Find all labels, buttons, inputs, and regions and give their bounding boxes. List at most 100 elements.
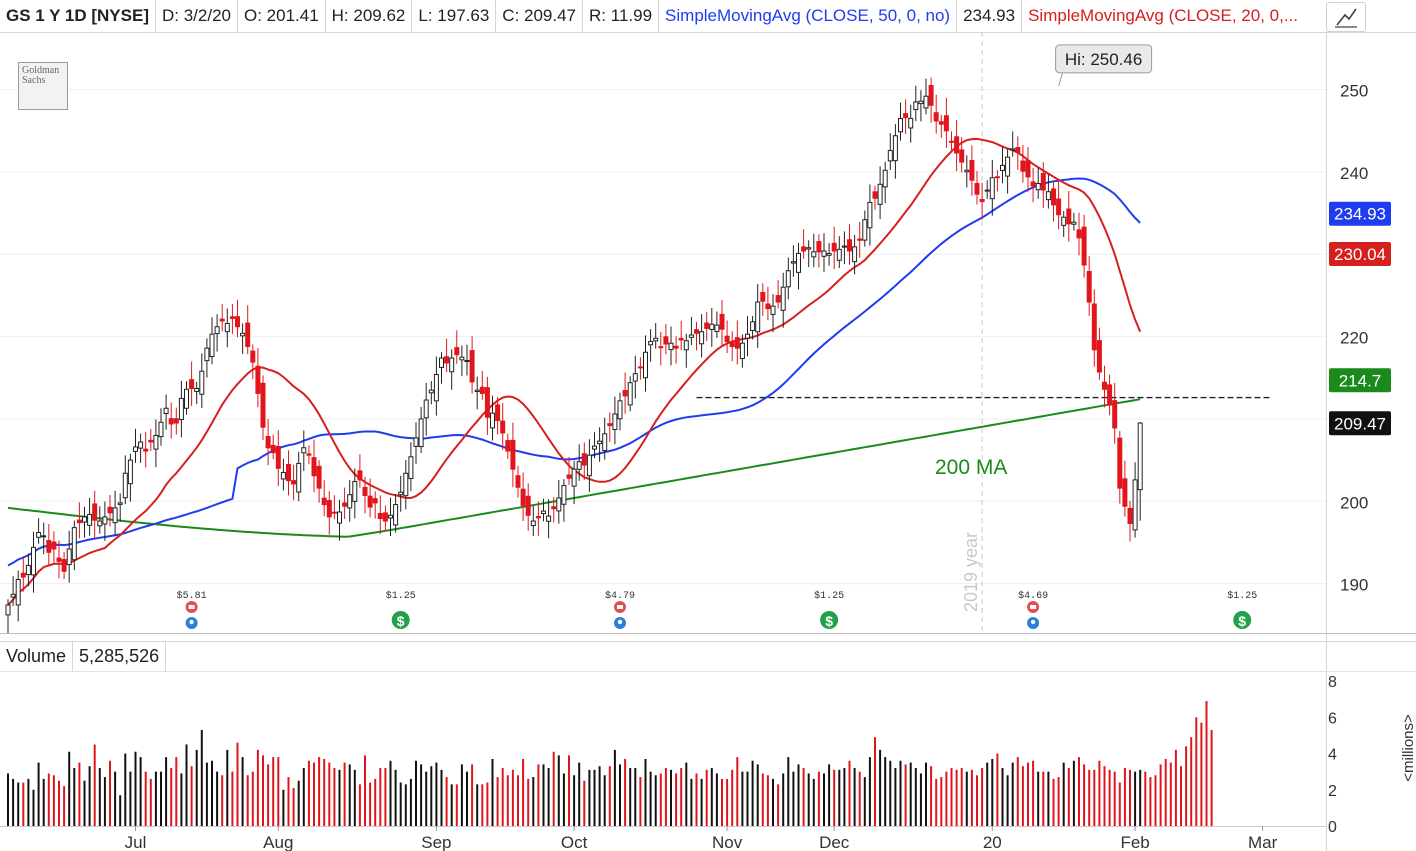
volume-tick-label: 4 [1328,747,1337,764]
candle-body [1112,400,1118,429]
candle-body [464,359,470,362]
candle-body [1076,229,1082,239]
candle [433,356,439,416]
candle-body [989,177,995,200]
candle-body [918,100,924,105]
candle [469,336,475,394]
symbol-label[interactable]: GS 1 Y 1D [NYSE] [0,0,156,32]
candle [1030,167,1036,203]
candle-body [760,291,766,302]
candle-body [163,407,169,414]
candle [219,304,225,332]
candle [729,331,735,362]
candle-body [994,176,1000,179]
candle [56,540,62,579]
candle [505,433,511,459]
candle-body [25,564,31,576]
candle-body [785,270,791,288]
candle [541,498,546,522]
candle [352,468,358,519]
candle-body [841,245,847,248]
candle [265,418,271,466]
candle-body [653,337,659,342]
candle-body [622,390,628,397]
candle [479,370,485,400]
candle-body [790,261,796,264]
candle [831,226,837,270]
month-label: 20 [983,833,1002,851]
candle [393,494,399,533]
candle [882,161,888,204]
candle-body [510,439,516,470]
candle [1127,500,1133,542]
candle-body [224,322,230,333]
candle [525,483,531,531]
candle [979,182,985,220]
candle [515,465,521,498]
candle [867,184,873,246]
candle-body [546,515,552,522]
candle-body [847,239,852,252]
candle-body [1020,160,1026,172]
candle-body [780,286,786,311]
sma50-study-label[interactable]: SimpleMovingAvg (CLOSE, 50, 0, no) [659,0,958,32]
candle-body [617,400,623,420]
candle [357,454,363,488]
candle-body [178,397,184,420]
candle-body [852,246,858,263]
candle [112,490,118,536]
candle-body [321,497,327,506]
candle-body [194,387,200,392]
candle-body [898,117,903,133]
candle [796,242,801,290]
candle [168,402,174,439]
candle-body [301,447,307,454]
candle-body [260,382,266,428]
candle [984,180,990,199]
candle [658,331,664,366]
candle-body [459,356,465,361]
candle [1015,136,1021,171]
dividend-icon-glyph: $ [1238,613,1246,629]
candle [31,531,36,593]
sma50-line [7,177,1141,567]
candle [153,419,159,468]
candle-body [245,322,251,347]
volume-header: Volume 5,285,526 [0,641,167,671]
event-value-label: $1.25 [1227,590,1257,602]
candle [280,458,286,491]
candle [107,494,113,527]
candle [408,442,414,492]
candle [949,131,954,151]
candle-body [66,548,72,566]
candle [994,170,1000,192]
candle-body [143,448,149,452]
candle [546,499,552,539]
candle-body [505,440,511,452]
candle [709,307,715,347]
candle-body [1015,147,1021,153]
trend-line-icon [1335,8,1357,28]
candle-body [291,480,297,485]
candle-body [474,389,480,392]
sma20-study-label[interactable]: SimpleMovingAvg (CLOSE, 20, 0,... [1028,6,1299,25]
candle [632,355,638,399]
candle [260,375,266,440]
drawing-tools-button[interactable] [1326,2,1366,32]
candle [719,300,725,348]
candle-body [586,454,592,477]
candle-body [928,85,934,106]
month-label: Sep [421,833,451,851]
candle-body [964,169,970,173]
candle-body [352,481,358,502]
candle [801,229,807,259]
candle-body [597,440,603,445]
candle-body [923,95,929,109]
date-readout: D: 3/2/20 [156,0,238,32]
candle [780,272,786,328]
candle-body [581,453,587,466]
candle [857,221,863,258]
candle [887,133,893,170]
candle-body [867,201,873,229]
candle-body [1122,478,1128,507]
